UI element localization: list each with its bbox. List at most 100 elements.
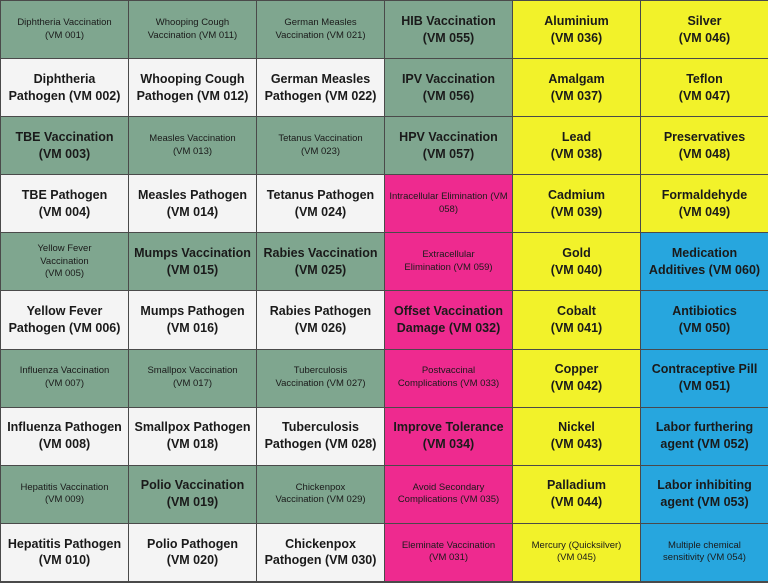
grid-cell: Nickel (VM 043) (513, 407, 641, 466)
cell-line: (VM 050) (678, 321, 731, 336)
grid-cell: Eleminate Vaccination (VM 031) (385, 523, 513, 582)
grid-cell: Tetanus Vaccination (VM 023) (257, 117, 385, 176)
cell-line: Multiple chemical (668, 539, 741, 551)
cell-line: agent (VM 053) (660, 495, 749, 510)
grid-cell: Rabies Vaccination (VM 025) (257, 233, 385, 292)
grid-cell: Amalgam (VM 037) (513, 59, 641, 118)
cell-line: (VM 041) (550, 321, 603, 336)
grid-cell: Tuberculosis Vaccination (VM 027) (257, 349, 385, 408)
cell-line: (VM 010) (38, 553, 91, 568)
cell-line: Rabies Vaccination (263, 246, 378, 261)
cell-line: Pathogen (VM 002) (8, 88, 121, 103)
grid-cell: Rabies Pathogen (VM 026) (257, 291, 385, 350)
grid-cell: Cadmium (VM 039) (513, 175, 641, 234)
grid-cell: Palladium (VM 044) (513, 465, 641, 524)
cell-line: (VM 016) (166, 321, 219, 336)
grid-cell: Offset Vaccination Damage (VM 032) (385, 291, 513, 350)
cell-line: (VM 043) (550, 437, 603, 452)
cell-line: (VM 001) (44, 29, 85, 41)
cell-line: Teflon (686, 71, 723, 86)
cell-line: Complications (VM 033) (397, 378, 500, 390)
cell-line: Copper (554, 362, 599, 377)
grid-cell: HIB Vaccination (VM 055) (385, 1, 513, 60)
cell-line: Vaccination (VM 011) (147, 29, 238, 41)
cell-line: agent (VM 052) (660, 437, 749, 452)
cell-line: Hepatitis Vaccination (20, 481, 109, 493)
grid-cell: Smallpox Vaccination (VM 017) (129, 349, 257, 408)
cell-line: Vaccination (VM 021) (275, 29, 366, 41)
cell-line: Measles Pathogen (137, 187, 248, 202)
cell-line: (VM 023) (300, 145, 341, 157)
grid-cell: Preservatives (VM 048) (641, 117, 768, 176)
cell-line: Preservatives (663, 129, 746, 144)
cell-line: Mercury (Quicksilver) (531, 539, 622, 551)
grid-cell: Postvaccinal Complications (VM 033) (385, 349, 513, 408)
grid-cell: Chickenpox Vaccination (VM 029) (257, 465, 385, 524)
cell-line: Additives (VM 060) (648, 262, 761, 277)
grid-cell: Mumps Pathogen (VM 016) (129, 291, 257, 350)
grid-cell: Multiple chemical sensitivity (VM 054) (641, 523, 768, 582)
cell-line: (VM 013) (172, 145, 213, 157)
cell-line: (VM 047) (678, 88, 731, 103)
grid-cell: Smallpox Pathogen (VM 018) (129, 407, 257, 466)
cell-line: HIB Vaccination (401, 13, 496, 28)
grid-cell: Diphtheria Pathogen (VM 002) (1, 59, 129, 118)
cell-line: (VM 034) (422, 437, 475, 452)
grid-cell: Mercury (Quicksilver) (VM 045) (513, 523, 641, 582)
grid-cell: Chickenpox Pathogen (VM 030) (257, 523, 385, 582)
cell-line: Smallpox Pathogen (134, 420, 251, 435)
cell-line: Chickenpox (285, 536, 356, 551)
cell-line: Silver (687, 13, 722, 28)
cell-line: Tuberculosis (282, 420, 359, 435)
grid-cell: Formaldehyde (VM 049) (641, 175, 768, 234)
grid-cell: Silver (VM 046) (641, 1, 768, 60)
grid-cell: Gold (VM 040) (513, 233, 641, 292)
cell-line: (VM 025) (294, 262, 347, 277)
cell-line: Damage (VM 032) (396, 321, 501, 336)
grid-cell: IPV Vaccination (VM 056) (385, 59, 513, 118)
cell-line: Gold (562, 246, 591, 261)
cell-line: Postvaccinal (421, 365, 476, 377)
cell-line: (VM 037) (550, 88, 603, 103)
cell-line: Pathogen (VM 006) (8, 321, 121, 336)
cell-line: (VM 017) (172, 378, 213, 390)
cell-line: Contraceptive Pill (651, 362, 758, 377)
cell-line: Amalgam (548, 71, 605, 86)
cell-line: Vaccination (VM 029) (275, 494, 366, 506)
grid-cell: Tetanus Pathogen (VM 024) (257, 175, 385, 234)
cell-line: Whooping Cough (155, 16, 230, 28)
cell-line: Smallpox Vaccination (147, 365, 238, 377)
cell-line: Pathogen (VM 030) (264, 553, 377, 568)
grid-cell: Copper (VM 042) (513, 349, 641, 408)
cell-line: (VM 039) (550, 204, 603, 219)
cell-line: (VM 003) (38, 146, 91, 161)
cell-line: Eleminate Vaccination (401, 539, 496, 551)
cell-line: Whooping Cough (140, 71, 245, 86)
cell-line: Tuberculosis (293, 365, 348, 377)
cell-line: (VM 045) (556, 552, 597, 564)
cell-line: Avoid Secondary (412, 481, 485, 493)
cell-line: TBE Pathogen (21, 187, 108, 202)
cell-line: Diphtheria Vaccination (17, 16, 112, 28)
grid-cell: Whooping Cough Vaccination (VM 011) (129, 1, 257, 60)
cell-line: Hepatitis Pathogen (7, 536, 122, 551)
cell-line: TBE Vaccination (15, 129, 114, 144)
grid-cell: TBE Vaccination (VM 003) (1, 117, 129, 176)
cell-line: Medication (671, 246, 738, 261)
grid-cell: German Measles Pathogen (VM 022) (257, 59, 385, 118)
grid-cell: Influenza Vaccination (VM 007) (1, 349, 129, 408)
cell-line: Mumps Pathogen (140, 304, 245, 319)
cell-line: Mumps Vaccination (134, 246, 251, 261)
cell-line: (VM 015) (166, 262, 219, 277)
cell-line: (VM 004) (38, 204, 91, 219)
cell-line: Influenza Vaccination (19, 365, 110, 377)
cell-line: (VM 031) (428, 552, 469, 564)
cell-line: Palladium (546, 478, 607, 493)
grid-cell: Aluminium (VM 036) (513, 1, 641, 60)
grid-cell: Extracellular Elimination (VM 059) (385, 233, 513, 292)
cell-line: IPV Vaccination (401, 71, 496, 86)
grid-cell: German Measles Vaccination (VM 021) (257, 1, 385, 60)
grid-cell: TBE Pathogen (VM 004) (1, 175, 129, 234)
grid-cell: Yellow Fever Pathogen (VM 006) (1, 291, 129, 350)
